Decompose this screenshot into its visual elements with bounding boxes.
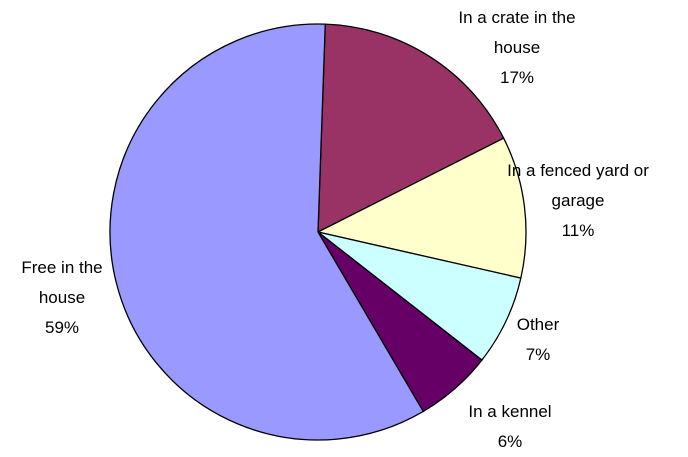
pie-slice	[109, 23, 425, 441]
slice-label: In a kennel 6%	[450, 397, 570, 457]
value-label: 6%	[497, 432, 523, 451]
category-label: In a crate in the house	[458, 8, 576, 57]
value-label: 17%	[499, 68, 535, 87]
category-label: Other	[516, 315, 560, 334]
category-label: In a kennel	[468, 402, 552, 421]
category-label: In a fenced yard or garage	[507, 161, 649, 210]
pie-slice	[317, 23, 505, 234]
value-label: 11%	[561, 221, 595, 240]
value-label: 59%	[44, 318, 80, 337]
slice-label: Free in the house 59%	[7, 253, 117, 343]
slice-label: In a fenced yard or garage 11%	[506, 156, 651, 246]
slice-label: In a crate in the house 17%	[442, 3, 592, 93]
slice-label: Other 7%	[498, 310, 578, 370]
value-label: 7%	[525, 345, 551, 364]
pie-slice	[316, 137, 527, 279]
category-label: Free in the house	[21, 258, 103, 307]
